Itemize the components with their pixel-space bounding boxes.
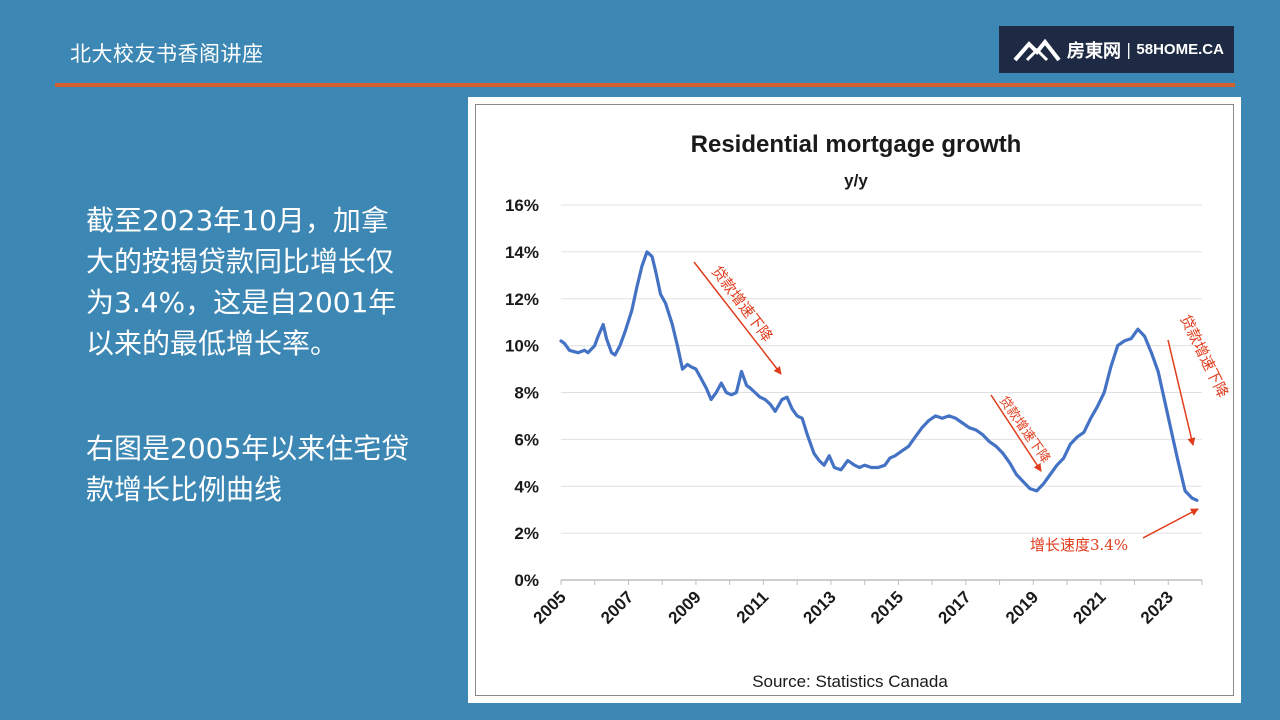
- y-tick-label: 0%: [514, 571, 539, 590]
- x-tick-label: 2023: [1137, 587, 1177, 627]
- annotation-arrow: [1142, 508, 1199, 539]
- annotation-arrow: [1167, 339, 1196, 446]
- y-tick-label: 12%: [505, 290, 539, 309]
- header-divider: [55, 83, 1235, 87]
- y-tick-label: 10%: [505, 337, 539, 356]
- header-title: 北大校友书香阁讲座: [70, 42, 264, 66]
- x-tick-label: 2015: [867, 587, 907, 627]
- annotation-label: 贷款增速下降: [1176, 312, 1232, 401]
- x-tick-label: 2013: [800, 587, 840, 627]
- y-tick-label: 2%: [514, 524, 539, 543]
- annotation-label: 贷款增速下降: [708, 263, 777, 346]
- x-tick-label: 2017: [934, 587, 974, 627]
- chart-subtitle: y/y: [844, 171, 868, 190]
- chart-frame: [468, 97, 1241, 703]
- annotation-arrow: [693, 261, 782, 375]
- annotation-arrow: [990, 394, 1042, 472]
- x-tick-label: 2005: [530, 587, 570, 627]
- x-tick-label: 2007: [597, 587, 637, 627]
- paragraph-chart-intro: 右图是2005年以来住宅贷款增长比例曲线: [86, 432, 410, 506]
- y-tick-label: 8%: [514, 384, 539, 403]
- paragraph-summary: 截至2023年10月，加拿大的按揭贷款同比增长仅为3.4%，这是自2001年以来…: [86, 204, 397, 360]
- x-tick-label: 2019: [1002, 587, 1042, 627]
- annotation-current-rate: 增长速度3.4%: [1030, 536, 1128, 554]
- y-tick-label: 14%: [505, 243, 539, 262]
- logo-separator: |: [1126, 40, 1132, 59]
- x-tick-label: 2009: [665, 587, 705, 627]
- y-tick-label: 4%: [514, 477, 539, 496]
- logo-cn-text: 房東网: [1067, 40, 1121, 62]
- y-tick-label: 16%: [505, 196, 539, 215]
- chart-title: Residential mortgage growth: [691, 131, 1022, 158]
- axes: 0% 2% 4% 6% 8% 10% 12% 14% 16% 2005 2007 2009 2011 20…: [505, 196, 1203, 628]
- series-line: [559, 250, 1199, 502]
- chart-source: Source: Statistics Canada: [752, 672, 948, 691]
- y-tick-label: 6%: [514, 430, 539, 449]
- series-layer: [559, 250, 1199, 502]
- logo[interactable]: 房東网 | 58HOME.CA: [999, 26, 1234, 73]
- x-tick-label: 2021: [1069, 587, 1109, 627]
- chart-border: [475, 104, 1234, 696]
- house-logo-icon: [1013, 38, 1061, 61]
- logo-en-text: 58HOME.CA: [1136, 41, 1224, 58]
- x-tick-label: 2011: [733, 587, 773, 627]
